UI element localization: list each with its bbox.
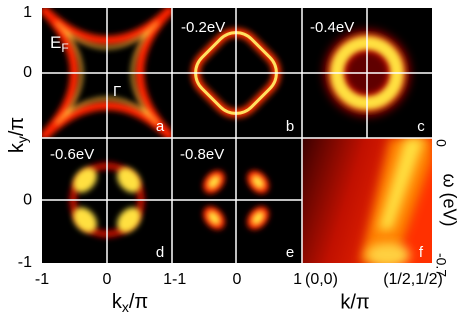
x-tick-label: 1 bbox=[293, 271, 302, 288]
x-tick-label: 0 bbox=[233, 271, 242, 288]
panel-letter: e bbox=[286, 244, 294, 261]
y-tick-label: 0 bbox=[23, 64, 32, 81]
x-tick-label: 1 bbox=[163, 271, 172, 288]
panel-letter: d bbox=[156, 244, 164, 261]
x-axis-title: kx/π bbox=[112, 291, 148, 314]
k-tick-label: (1/2,1/2) bbox=[383, 271, 443, 288]
panel-label: -0.4eV bbox=[310, 19, 354, 36]
panel-label: -0.8eV bbox=[180, 146, 224, 163]
panel-letter: c bbox=[417, 118, 425, 135]
panel-letter: a bbox=[156, 118, 165, 135]
x-tick-label: -1 bbox=[172, 271, 186, 288]
w-tick-label: 0 bbox=[433, 139, 449, 147]
y-axis-title: ky/π bbox=[6, 117, 29, 153]
gamma-point: Γ bbox=[113, 83, 121, 100]
tick-labels: -1 0 1 -1 0 1 (0,0) (1/2,1/2)100-10-0.7 bbox=[18, 4, 450, 288]
k-axis-title: k/π bbox=[340, 291, 369, 313]
w-axis-title: ω (eV) bbox=[439, 173, 459, 226]
map-a bbox=[42, 8, 172, 138]
map-b bbox=[191, 28, 281, 118]
panel-letter: b bbox=[286, 118, 294, 135]
y-tick-label: 1 bbox=[23, 4, 32, 21]
panel-label: EF bbox=[50, 33, 69, 55]
panel-letter: f bbox=[419, 244, 424, 261]
panel-label: -0.6eV bbox=[50, 146, 94, 163]
k-tick-label: (0,0) bbox=[305, 271, 338, 288]
panel-label: -0.2eV bbox=[181, 19, 225, 36]
x-tick-label: -1 bbox=[35, 271, 49, 288]
map-e bbox=[203, 170, 269, 230]
y-tick-label: 0 bbox=[23, 192, 32, 209]
x-tick-label: 0 bbox=[103, 271, 112, 288]
crosshairs bbox=[42, 8, 432, 263]
y-tick-label: -1 bbox=[18, 254, 32, 271]
w-tick-label: -0.7 bbox=[433, 253, 449, 277]
map-f bbox=[360, 138, 432, 263]
